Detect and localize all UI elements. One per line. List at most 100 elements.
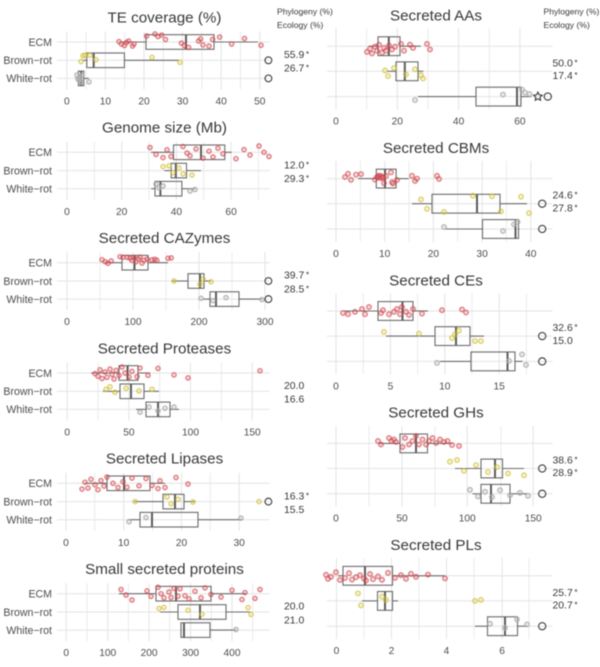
svg-text:25.7 *: 25.7 * [553,588,579,599]
svg-text:Secreted AAs: Secreted AAs [390,8,482,25]
svg-text:150: 150 [244,428,261,439]
svg-text:20: 20 [428,249,440,260]
svg-text:Secreted GHs: Secreted GHs [388,405,484,422]
svg-text:20.0: 20.0 [284,381,304,392]
svg-text:White−rot: White−rot [6,515,52,527]
svg-text:15: 15 [494,381,506,392]
svg-text:30: 30 [177,97,189,108]
svg-text:200: 200 [191,317,208,328]
svg-text:Secreted CAZymes: Secreted CAZymes [99,230,231,247]
svg-text:Secreted Lipases: Secreted Lipases [106,451,224,468]
svg-text:21.0: 21.0 [284,615,304,626]
svg-text:Secreted CBMs: Secreted CBMs [383,140,490,157]
svg-text:16.3 *: 16.3 * [284,491,310,502]
svg-text:40: 40 [216,97,228,108]
svg-text:17.4 *: 17.4 * [553,71,579,82]
svg-text:ECM: ECM [28,368,52,380]
svg-text:27.8 *: 27.8 * [553,203,579,214]
svg-text:White−rot: White−rot [6,294,52,306]
svg-text:300: 300 [257,317,274,328]
svg-text:Brown−rot: Brown−rot [3,607,52,619]
svg-text:40: 40 [525,249,537,260]
svg-text:20: 20 [116,207,128,218]
svg-text:10: 10 [439,381,451,392]
svg-text:30: 30 [234,538,246,549]
svg-text:150: 150 [525,514,542,525]
svg-text:20: 20 [138,97,150,108]
svg-text:White−rot: White−rot [6,73,52,85]
svg-text:0: 0 [333,381,339,392]
svg-text:10: 10 [100,97,112,108]
svg-text:TE coverage (%): TE coverage (%) [108,9,222,26]
svg-text:5: 5 [388,381,394,392]
svg-text:100: 100 [99,648,116,659]
svg-text:4: 4 [444,646,450,657]
svg-text:Secreted Proteases: Secreted Proteases [98,340,232,357]
svg-text:55.9 *: 55.9 * [284,50,310,61]
svg-text:Ecology (%): Ecology (%) [277,20,323,30]
svg-text:ECM: ECM [28,589,52,601]
svg-text:26.7 *: 26.7 * [284,64,310,75]
svg-text:28.5 *: 28.5 * [284,284,310,295]
svg-text:10: 10 [118,538,130,549]
svg-text:2: 2 [389,646,395,657]
svg-text:100: 100 [459,514,476,525]
svg-text:200: 200 [141,648,158,659]
svg-text:Brown−rot: Brown−rot [3,276,52,288]
svg-text:28.9 *: 28.9 * [553,468,579,479]
svg-text:20.0: 20.0 [284,602,304,613]
svg-text:ECM: ECM [28,478,52,490]
svg-text:20.7 *: 20.7 * [553,601,579,612]
svg-text:29.3 *: 29.3 * [284,174,310,185]
svg-text:40: 40 [453,117,465,128]
svg-text:6: 6 [499,646,505,657]
svg-text:White−rot: White−rot [6,625,52,637]
svg-text:0: 0 [333,514,339,525]
svg-text:60: 60 [514,117,526,128]
svg-text:300: 300 [182,648,199,659]
svg-text:0: 0 [63,648,69,659]
svg-text:38.6 *: 38.6 * [553,456,579,467]
svg-text:10: 10 [379,249,391,260]
svg-text:20: 20 [176,538,188,549]
svg-text:White−rot: White−rot [6,184,52,196]
svg-text:32.6 *: 32.6 * [553,323,579,334]
svg-text:0: 0 [333,249,339,260]
svg-text:Brown−rot: Brown−rot [3,386,52,398]
svg-text:Genome size (Mb): Genome size (Mb) [102,120,227,137]
svg-text:Brown−rot: Brown−rot [3,165,52,177]
svg-text:50.0 *: 50.0 * [553,58,579,69]
svg-text:Secreted CEs: Secreted CEs [389,272,483,289]
svg-text:100: 100 [182,428,199,439]
svg-text:ECM: ECM [28,258,52,270]
svg-text:Phylogeny (%): Phylogeny (%) [277,7,333,17]
svg-text:15.5: 15.5 [284,505,304,516]
svg-text:0: 0 [334,646,340,657]
svg-text:Ecology (%): Ecology (%) [544,20,590,30]
svg-text:ECM: ECM [28,37,52,49]
svg-text:30: 30 [476,249,488,260]
svg-text:0: 0 [64,317,70,328]
svg-text:Brown−rot: Brown−rot [3,496,52,508]
svg-text:15.0: 15.0 [553,336,573,347]
svg-text:16.6: 16.6 [284,395,304,406]
svg-text:0: 0 [64,97,70,108]
svg-text:Small secreted proteins: Small secreted proteins [85,561,244,578]
svg-text:50: 50 [254,97,266,108]
svg-text:0: 0 [64,428,70,439]
svg-text:24.6 *: 24.6 * [553,191,579,202]
svg-text:400: 400 [224,648,241,659]
svg-text:50: 50 [123,428,135,439]
svg-text:White−rot: White−rot [6,404,52,416]
svg-text:40: 40 [171,207,183,218]
svg-text:0: 0 [333,117,339,128]
svg-text:50: 50 [396,514,408,525]
svg-text:12.0 *: 12.0 * [284,160,310,171]
svg-text:Brown−rot: Brown−rot [3,55,52,67]
svg-text:0: 0 [63,538,69,549]
svg-text:Phylogeny (%): Phylogeny (%) [544,7,600,17]
svg-text:ECM: ECM [28,147,52,159]
svg-text:100: 100 [125,317,142,328]
svg-text:39.7 *: 39.7 * [284,271,310,282]
svg-text:0: 0 [64,207,70,218]
